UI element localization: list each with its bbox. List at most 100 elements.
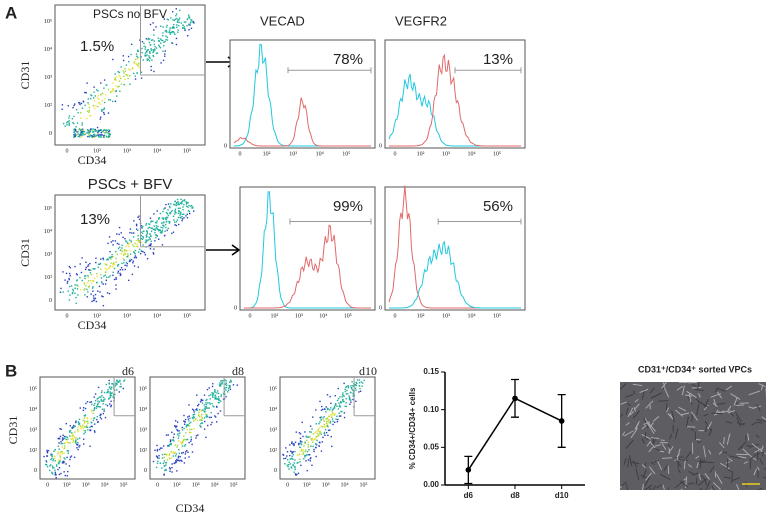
cell-dot bbox=[206, 415, 209, 418]
cell-dot bbox=[121, 262, 123, 265]
cell-dot bbox=[186, 217, 189, 219]
cell-dot bbox=[327, 418, 329, 421]
cell-dot bbox=[352, 390, 354, 392]
cell-dot bbox=[292, 443, 294, 445]
cell-dot bbox=[122, 387, 125, 390]
cell-dot bbox=[60, 428, 62, 431]
cell-edge bbox=[658, 400, 669, 402]
cell-edge bbox=[685, 416, 689, 428]
cell-dot bbox=[111, 253, 113, 256]
cell-dot bbox=[109, 403, 111, 405]
cell-dot bbox=[177, 212, 180, 215]
cell-dot bbox=[75, 421, 77, 424]
cell-dot bbox=[301, 453, 303, 456]
cell-dot bbox=[135, 224, 138, 227]
cell-dot bbox=[158, 217, 160, 219]
cell-dot bbox=[326, 425, 328, 427]
day-label: d10 bbox=[359, 364, 377, 378]
cell-dot bbox=[178, 17, 181, 19]
cell-dot bbox=[170, 451, 172, 453]
plot-title: PSCs no BFV bbox=[93, 7, 167, 21]
cell-dot bbox=[83, 275, 86, 277]
cell-dot bbox=[81, 124, 83, 126]
cell-dot bbox=[88, 268, 90, 271]
cell-edge bbox=[712, 481, 722, 490]
cell-dot bbox=[167, 209, 169, 211]
cell-dot bbox=[187, 209, 190, 212]
cell-dot bbox=[345, 398, 347, 400]
cell-dot bbox=[217, 396, 220, 398]
cell-edge bbox=[691, 383, 697, 388]
cell-edge bbox=[634, 403, 640, 410]
cell-dot bbox=[155, 236, 157, 239]
cell-edge bbox=[625, 393, 634, 398]
cell-dot bbox=[150, 49, 153, 51]
cell-dot bbox=[316, 432, 319, 435]
cell-dot bbox=[108, 129, 110, 131]
cell-dot bbox=[68, 124, 70, 127]
cell-edge bbox=[625, 483, 629, 490]
cell-dot bbox=[182, 24, 184, 26]
cell-dot bbox=[186, 213, 188, 216]
cell-dot bbox=[136, 63, 138, 66]
cell-dot bbox=[300, 464, 302, 467]
cell-dot bbox=[333, 407, 335, 410]
cell-dot bbox=[181, 213, 184, 216]
cell-dot bbox=[109, 392, 111, 394]
cell-edge bbox=[630, 427, 638, 439]
cell-dot bbox=[292, 458, 294, 460]
cell-dot bbox=[93, 86, 95, 88]
cell-dot bbox=[191, 443, 193, 446]
cell-edge bbox=[756, 404, 761, 412]
cell-dot bbox=[116, 95, 118, 97]
cell-dot bbox=[325, 425, 327, 427]
cell-dot bbox=[80, 102, 83, 105]
cell-dot bbox=[302, 453, 304, 455]
cell-dot bbox=[86, 110, 89, 112]
cell-edge bbox=[756, 418, 766, 423]
cell-dot bbox=[192, 206, 194, 208]
cell-dot bbox=[95, 134, 98, 137]
cell-dot bbox=[115, 85, 117, 87]
cell-dot bbox=[91, 409, 93, 412]
cell-dot bbox=[106, 132, 109, 135]
cell-edge bbox=[645, 400, 654, 409]
cell-dot bbox=[293, 471, 295, 473]
cell-dot bbox=[118, 74, 120, 76]
cell-edge bbox=[756, 451, 764, 456]
cell-dot bbox=[211, 402, 213, 405]
cell-dot bbox=[122, 55, 125, 57]
cell-edge bbox=[686, 426, 696, 428]
cell-dot bbox=[170, 211, 173, 213]
cell-dot bbox=[336, 399, 339, 402]
cell-dot bbox=[307, 446, 310, 448]
cell-dot bbox=[159, 25, 162, 27]
cell-dot bbox=[159, 447, 162, 449]
cell-dot bbox=[144, 241, 147, 243]
cell-dot bbox=[118, 243, 120, 245]
cell-dot bbox=[60, 451, 62, 453]
cell-dot bbox=[103, 275, 105, 277]
cell-dot bbox=[55, 464, 58, 466]
cell-dot bbox=[93, 297, 95, 299]
cell-dot bbox=[160, 232, 163, 234]
cell-dot bbox=[162, 227, 164, 229]
cell-dot bbox=[180, 201, 182, 204]
cell-dot bbox=[218, 398, 220, 400]
cell-dot bbox=[183, 203, 185, 206]
cell-dot bbox=[179, 432, 181, 434]
cell-dot bbox=[93, 130, 95, 133]
x-tick-label: 0 bbox=[156, 482, 159, 488]
cell-dot bbox=[332, 423, 334, 426]
cell-dot bbox=[73, 122, 75, 125]
cell-dot bbox=[170, 457, 173, 459]
cell-dot bbox=[176, 430, 179, 432]
cell-dot bbox=[143, 45, 145, 47]
cell-edge bbox=[704, 473, 710, 480]
cell-dot bbox=[156, 220, 158, 222]
cell-dot bbox=[93, 407, 96, 409]
cell-dot bbox=[76, 438, 79, 440]
x-tick-label: 10³ bbox=[123, 313, 131, 319]
cell-dot bbox=[315, 409, 317, 411]
